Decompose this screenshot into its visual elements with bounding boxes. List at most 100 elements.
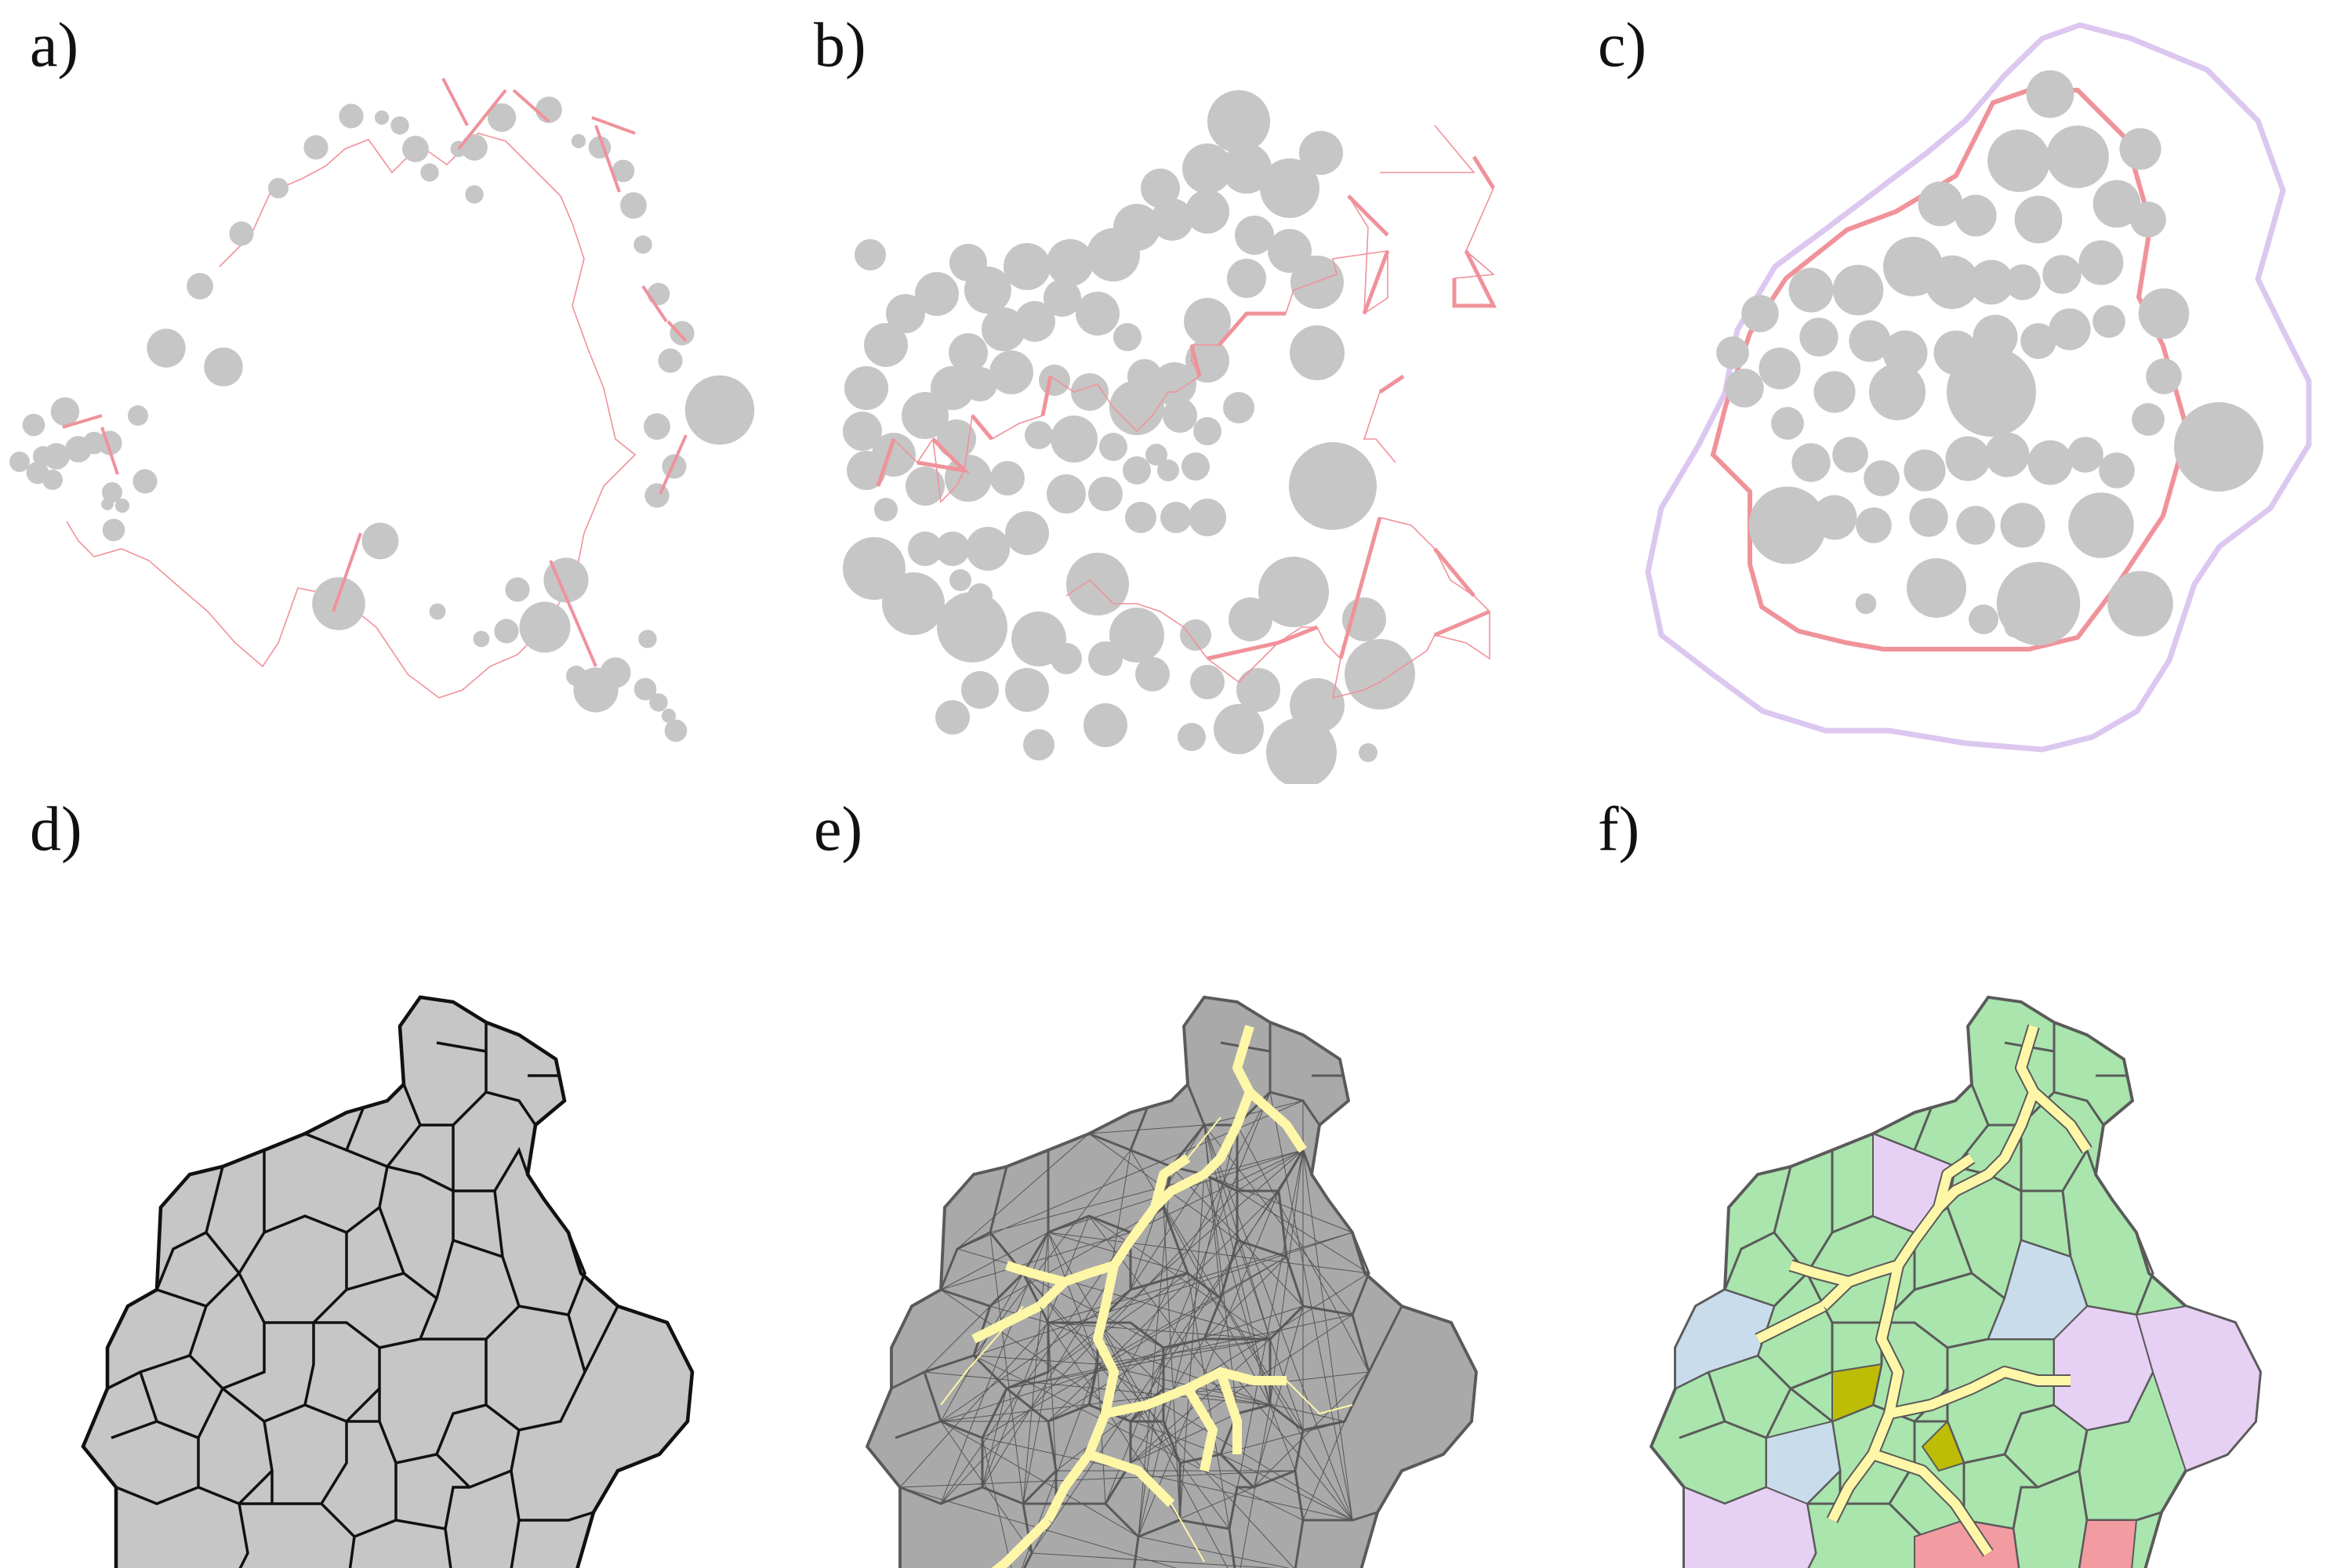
thick-link <box>594 125 621 193</box>
packed-circle <box>843 412 882 451</box>
chain-circle <box>661 708 677 724</box>
packed-circle <box>990 461 1025 495</box>
packed-circle <box>1788 267 1834 313</box>
cell-blue <box>1766 1420 1842 1505</box>
packed-circle <box>1004 243 1051 290</box>
packed-circle <box>1832 437 1868 473</box>
cell-lavender <box>2135 1305 2262 1472</box>
packed-circle <box>1087 228 1140 281</box>
panel-e: e) <box>784 784 1568 1568</box>
outer-hull <box>1645 22 2312 753</box>
packed-circle <box>1083 703 1127 747</box>
chain-circle <box>128 405 148 426</box>
chain-circle <box>465 185 484 204</box>
packed-circle <box>2099 452 2135 488</box>
packed-circle <box>2092 180 2141 228</box>
skeleton <box>1755 1025 2092 1556</box>
packed-circle <box>1791 443 1831 482</box>
chain-link <box>66 132 637 699</box>
chain-circle <box>461 134 488 161</box>
packed-circle <box>989 350 1033 394</box>
chain-circle <box>187 273 213 299</box>
packed-circle <box>843 537 906 600</box>
packed-circle <box>1956 506 1995 545</box>
packed-circle <box>945 455 992 502</box>
packed-circle <box>1741 295 1779 332</box>
panel-label-e: e) <box>814 795 863 864</box>
chain-circle <box>374 110 390 125</box>
packed-circle <box>966 527 1010 571</box>
thick-link <box>549 560 597 667</box>
packed-circle <box>2046 125 2109 188</box>
packed-circle <box>1813 371 1856 413</box>
chain-circle <box>633 235 652 254</box>
packed-circle <box>1258 557 1329 627</box>
chain-circle <box>132 469 158 494</box>
chain-circle <box>664 719 688 742</box>
packed-circle <box>2138 288 2190 339</box>
panel-f-svg <box>1649 995 2262 1568</box>
chain-circle <box>50 397 80 426</box>
skeleton-thick <box>971 1025 1308 1568</box>
packed-circle <box>1907 558 1966 618</box>
cell-lavender <box>2053 1305 2154 1432</box>
packed-circle <box>1039 365 1070 396</box>
panel-a: a) <box>0 0 784 784</box>
panel-b-svg <box>843 90 1497 784</box>
packed-circle <box>2146 358 2182 394</box>
packed-circle <box>1163 398 1197 433</box>
packed-circle <box>950 362 978 390</box>
chain-circle <box>420 163 439 182</box>
packed-circle <box>1832 264 1884 316</box>
packed-circle <box>1945 436 1991 481</box>
packed-circle <box>1856 507 1892 543</box>
packed-circle <box>1181 452 1210 481</box>
packed-circle <box>1229 597 1272 641</box>
packed-circle <box>906 466 945 506</box>
packed-circle <box>2078 240 2124 285</box>
packed-circle <box>2068 492 2134 558</box>
packed-circle <box>937 592 1007 662</box>
packed-circle <box>1182 143 1232 194</box>
packed-circle <box>1290 325 1345 380</box>
packed-circle <box>1125 502 1156 533</box>
packed-circle <box>2130 201 2166 238</box>
chain-circle <box>33 446 53 466</box>
packed-circle <box>2119 128 2161 170</box>
cell-olive <box>1921 1420 1965 1472</box>
chain-circle <box>505 577 530 602</box>
panel-c: c) <box>1568 0 2352 784</box>
chain-circle <box>473 630 490 648</box>
chain-circle <box>102 482 122 503</box>
packed-circle <box>2107 571 2173 637</box>
packed-circle <box>1947 347 2036 437</box>
chain-circle <box>390 116 409 135</box>
packed-circle <box>1223 392 1254 423</box>
chain-circle <box>571 133 586 149</box>
panel-d-svg <box>81 995 695 1568</box>
chain-circle <box>312 577 365 630</box>
chain-circle <box>204 347 243 387</box>
packed-circle <box>1123 456 1151 485</box>
chain-circle <box>114 498 130 514</box>
packed-circle <box>1955 194 1997 237</box>
packed-circle <box>1151 198 1193 241</box>
panel-a-svg <box>9 78 755 742</box>
packed-circle <box>1190 665 1225 699</box>
panel-e-svg <box>865 995 1478 1568</box>
packed-circle <box>1227 259 1266 298</box>
panel-d: d) <box>0 784 784 1568</box>
packed-circle <box>1266 717 1337 784</box>
packed-circle <box>1725 368 1764 408</box>
cell-edges <box>107 1022 619 1568</box>
packed-circle <box>1345 639 1415 710</box>
packed-circle <box>1066 553 1129 615</box>
packed-circle <box>949 333 988 372</box>
packed-circle <box>1987 129 2050 192</box>
packed-circle <box>2174 402 2263 492</box>
chain-circle <box>566 666 586 686</box>
packed-circle <box>1969 604 1998 634</box>
packed-circle <box>1771 407 1804 440</box>
packed-circle <box>1235 216 1274 255</box>
packed-circle <box>2042 255 2082 294</box>
